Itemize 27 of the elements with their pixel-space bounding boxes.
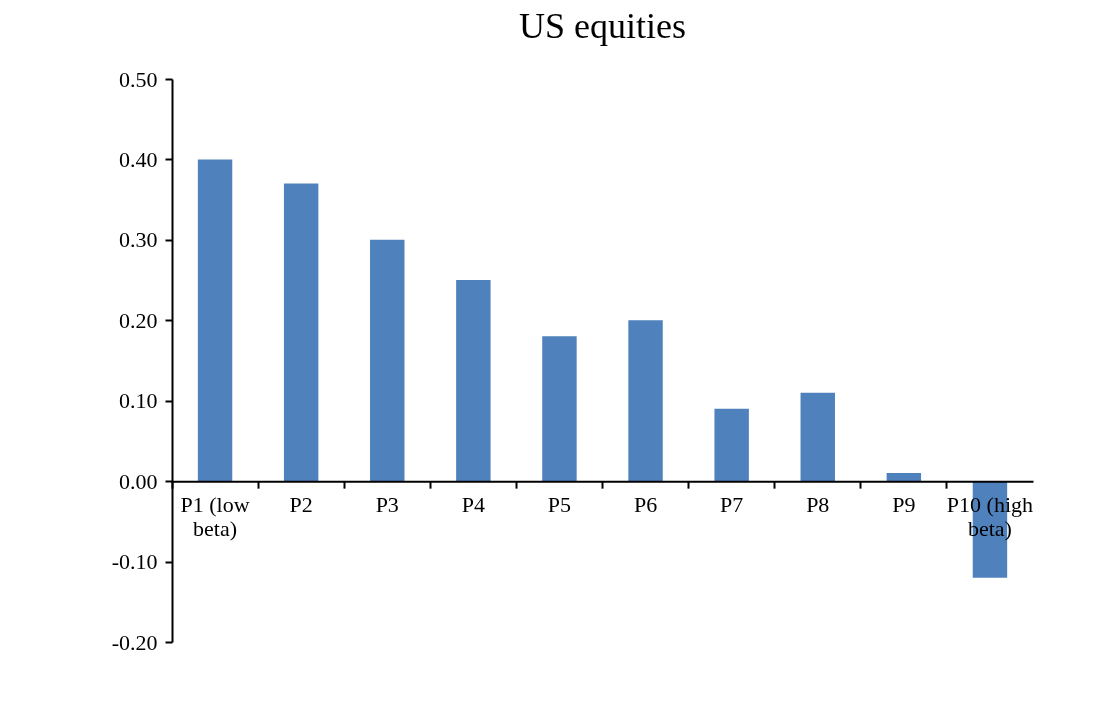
x-tick-label: P4 (461, 491, 485, 517)
bar (714, 408, 749, 482)
x-tick-label: P9 (892, 491, 916, 517)
x-tick-label: P7 (720, 491, 744, 517)
x-tick-label: P6 (633, 491, 658, 517)
bar (283, 183, 319, 482)
bar (456, 280, 491, 482)
y-tick-label: 0.20 (119, 307, 158, 333)
y-tick-label: -0.20 (111, 629, 158, 655)
chart-title: US equities (519, 6, 686, 46)
bar (370, 239, 405, 482)
y-tick-label: 0.40 (119, 146, 158, 172)
bar (800, 392, 835, 482)
y-tick-label: 0.10 (119, 388, 158, 414)
x-tick-label: P2 (289, 491, 313, 517)
x-tick-label: P5 (547, 491, 572, 517)
y-tick-label: 0.50 (119, 66, 158, 92)
y-tick-label: 0.00 (119, 468, 158, 494)
x-tick-label: P8 (806, 491, 830, 517)
bar (197, 159, 233, 482)
bar (628, 320, 663, 482)
x-tick-label: P1 (low beta) (180, 491, 250, 541)
x-tick-label: P3 (375, 491, 399, 517)
bar (886, 473, 922, 482)
y-tick-label: 0.30 (119, 227, 158, 253)
bar (542, 336, 577, 482)
y-tick-label: -0.10 (111, 549, 158, 575)
